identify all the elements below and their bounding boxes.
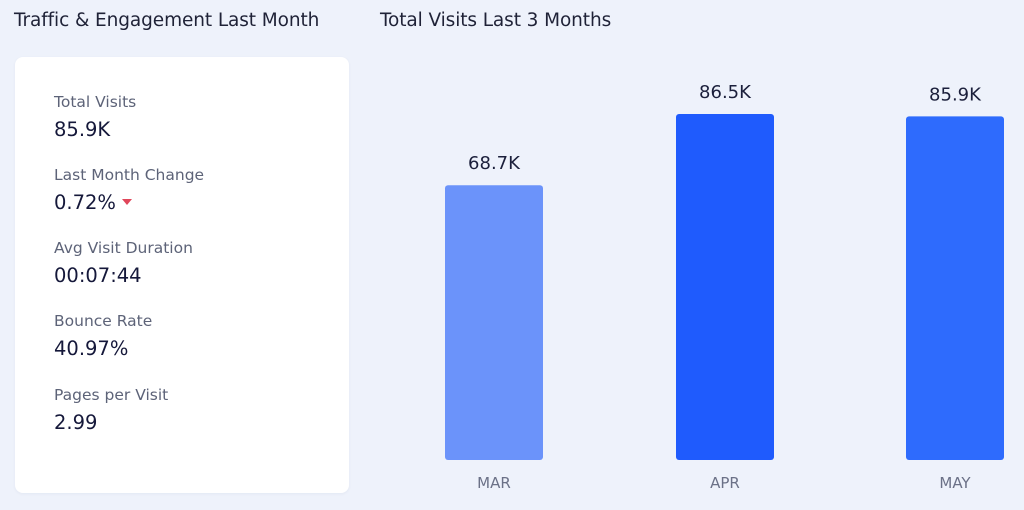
total-visits-bar-chart: 68.7K MAR 86.5K APR 85.9K MAY (445, 82, 1004, 492)
x-axis-tick-label: MAR (477, 474, 511, 492)
metric-bounce-rate: Bounce Rate 40.97% (54, 311, 152, 361)
metric-value-text: 0.72% (54, 191, 116, 214)
metric-value-text: 2.99 (54, 411, 98, 434)
metric-pages-per-visit: Pages per Visit 2.99 (54, 385, 168, 435)
metric-avg-visit-duration: Avg Visit Duration 00:07:44 (54, 238, 193, 288)
caret-down-icon (121, 199, 132, 205)
metrics-card: Total Visits 85.9K Last Month Change 0.7… (15, 57, 349, 493)
metric-value-text: 40.97% (54, 337, 129, 360)
bar-value-label: 86.5K (699, 82, 752, 103)
bar-apr (676, 114, 774, 460)
metric-value-text: 85.9K (54, 118, 111, 141)
traffic-engagement-title: Traffic & Engagement Last Month (14, 10, 320, 31)
bar-may (906, 116, 1004, 461)
x-axis-tick-label: APR (710, 474, 740, 492)
metric-value-text: 00:07:44 (54, 264, 142, 287)
bar-value-label: 68.7K (468, 153, 521, 174)
metric-label: Last Month Change (54, 166, 205, 184)
metric-value: 40.97% (54, 337, 152, 361)
metric-value: 85.9K (54, 118, 136, 142)
metric-last-month-change: Last Month Change 0.72% (54, 165, 204, 215)
metric-label: Avg Visit Duration (54, 239, 193, 257)
metric-value: 00:07:44 (54, 264, 193, 288)
metric-value: 2.99 (54, 411, 168, 435)
metric-total-visits: Total Visits 85.9K (54, 92, 136, 142)
bar-value-label: 85.9K (929, 84, 982, 105)
total-visits-chart-title: Total Visits Last 3 Months (380, 10, 612, 31)
metric-value: 0.72% (54, 191, 204, 215)
metric-label: Total Visits (54, 93, 137, 111)
metric-label: Pages per Visit (54, 386, 169, 404)
bar-mar (445, 185, 543, 460)
x-axis-tick-label: MAY (939, 474, 971, 492)
metric-label: Bounce Rate (54, 312, 153, 330)
